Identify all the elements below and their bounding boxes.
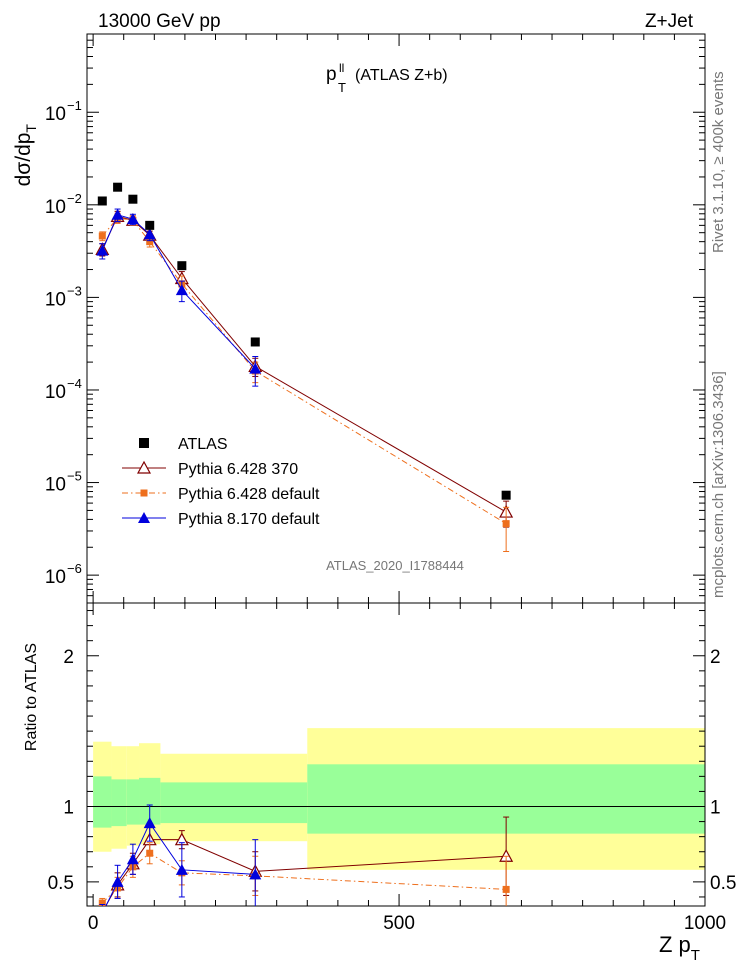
legend-label: ATLAS [178,436,228,453]
legend: ATLAS Pythia 6.428 370 Pythia 6.428 defaul… [122,436,320,528]
plot-title-base: p [326,64,337,85]
x-ticks [92,34,706,603]
data-point [502,520,510,528]
y-tick-exponent: −6 [67,561,82,576]
y-tick-exponent: −2 [67,191,82,206]
data-point [98,232,106,240]
band-green-4 [160,782,308,824]
legend-label: Pythia 8.170 default [178,511,320,528]
legend-label: Pythia 6.428 default [178,486,320,503]
analysis-watermark: ATLAS_2020_I1788444 [326,558,464,573]
ratio-y-tick-label-right: 2 [710,647,721,668]
atlas-data-point [250,337,260,347]
series-line [101,217,507,525]
ratio-point [126,853,139,865]
x-axis-title: Z pT [659,932,700,964]
y-tick-label: 10 [45,382,66,403]
band-green-2 [126,779,140,825]
data-point [143,228,156,240]
data-point [175,284,188,296]
y-tick-exponent: −3 [67,283,82,298]
rivet-label: Rivet 3.1.10, ≥ 400k events [710,71,727,253]
ratio-y-tick-label: 2 [63,647,74,668]
band-green-3 [139,777,161,825]
ratio-point [175,863,188,875]
series-line [101,214,256,369]
main-series-0 [97,182,511,500]
x-tick-label: 1000 [684,913,726,934]
legend-marker [140,489,148,497]
legend-marker-atlas [139,438,149,448]
x-tick-label: 0 [88,913,99,934]
data-point [146,238,154,246]
band-green-1 [111,779,127,827]
data-point [96,244,109,256]
ratio-frame [86,602,706,907]
ratio-y-tick-label-right: 0.5 [710,873,736,894]
data-point [111,208,124,220]
plot-title-sup: ll [339,61,344,75]
atlas-data-point [177,261,187,271]
data-point [249,362,262,374]
ratio-y-tick-label: 0.5 [48,873,74,894]
atlas-data-point [145,220,155,230]
y-tick-exponent: −4 [67,376,82,391]
ratio-point [143,817,156,829]
y-tick-exponent: −1 [67,98,82,113]
data-point [126,213,139,225]
y-axis-title-sub: T [23,124,39,133]
y-axis-title-base: dσ/dp [12,133,35,187]
main-series-3 [96,208,262,387]
mcplots-label: mcplots.cern.ch [arXiv:1306.3436] [710,371,727,598]
ratio-y-ticks [87,610,705,898]
ratio-y-tick-label: 1 [63,798,74,819]
y-tick-label: 10 [45,104,66,125]
y-tick-label: 10 [45,567,66,588]
header-energy: 13000 GeV pp [98,11,221,32]
plot-title-rest: (ATLAS Z+b) [355,67,448,84]
x-ticks [92,603,706,906]
atlas-data-point [113,182,123,192]
main-y-ticks [87,39,705,604]
main-series-1 [95,209,514,528]
main-y-axis-title: dσ/dpT [12,124,39,187]
ratio-point [249,868,262,880]
x-axis-title-sub: T [691,947,700,964]
ratio-line [105,822,256,906]
x-tick-label: 500 [383,913,415,934]
ratio-panel: 0 500 1000 0.5 0.5 1 1 2 2 Ratio to ATLAS Z pT [23,602,736,964]
y-tick-label: 10 [45,197,66,218]
ratio-series-2 [99,804,262,906]
ratio-point [502,885,510,893]
header-process: Z+Jet [645,11,694,32]
legend-label: Pythia 6.428 370 [178,461,298,478]
plot-title-sub: T [338,80,346,95]
ratio-point [146,849,154,857]
band-green-0 [93,776,112,828]
y-tick-exponent: −5 [67,469,82,484]
labels: 13000 GeV pp Z+Jet Rivet 3.1.10, ≥ 400k … [98,11,727,598]
ratio-y-tick-label-right: 1 [710,798,721,819]
atlas-data-point [501,490,511,500]
legend-marker [138,512,150,523]
ratio-point [98,899,106,906]
legend-marker [136,460,152,474]
y-tick-label: 10 [45,475,66,496]
atlas-data-point [128,194,138,204]
ratio-y-axis-title: Ratio to ATLAS [23,643,40,751]
x-axis-title-base: Z p [659,932,691,957]
atlas-data-point [97,196,107,206]
ratio-point [111,875,124,887]
y-tick-label: 10 [45,289,66,310]
ratio-bands [93,728,705,870]
